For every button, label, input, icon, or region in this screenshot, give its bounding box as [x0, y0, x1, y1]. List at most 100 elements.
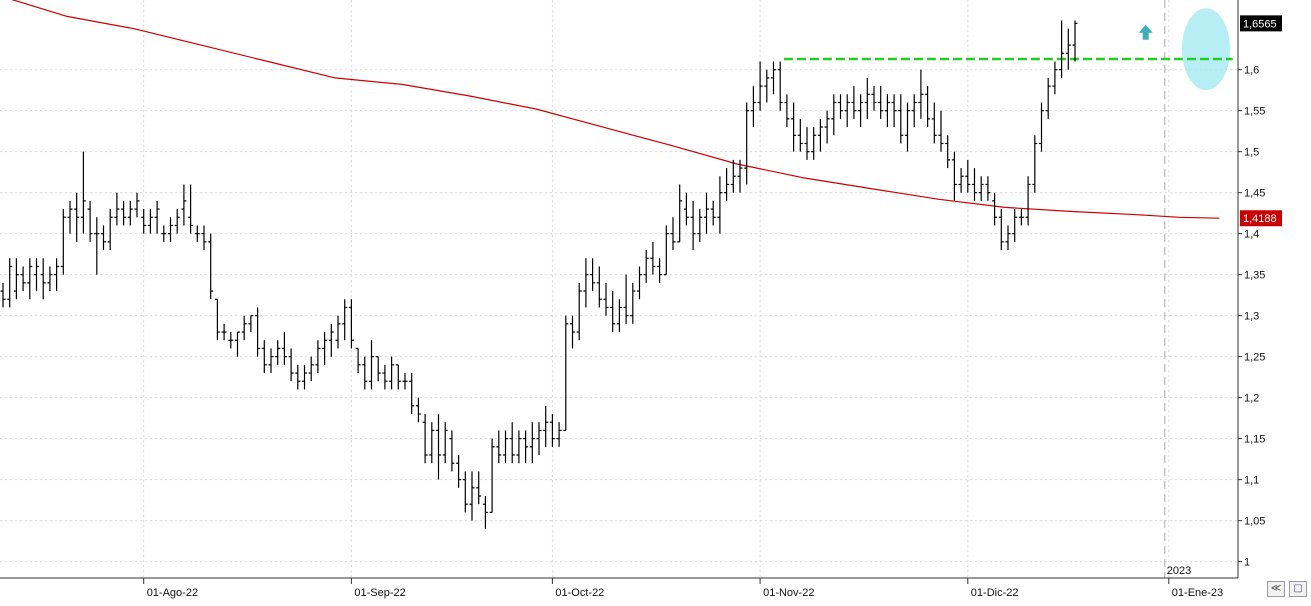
ohlc-bar: [60, 209, 66, 275]
ohlc-bar: [804, 127, 810, 160]
y-tick-label: 1,5: [1244, 147, 1259, 159]
ohlc-bar: [744, 102, 750, 185]
ohlc-bar: [750, 86, 756, 128]
ohlc-bar: [1025, 176, 1031, 226]
ohlc-bar: [992, 192, 998, 226]
ohlc-bar: [590, 258, 596, 292]
ohlc-bar: [168, 217, 173, 242]
ohlc-bar: [724, 168, 730, 201]
ohlc-bar: [362, 356, 368, 390]
ohlc-bar: [878, 86, 884, 119]
floppy-disk-icon: ▢: [1293, 583, 1303, 594]
save-button[interactable]: ▢: [1289, 581, 1307, 597]
ohlc-bar: [67, 200, 73, 234]
ohlc-bar: [1005, 225, 1011, 251]
ohlc-bar: [844, 94, 850, 128]
ohlc-bar: [281, 332, 287, 365]
ohlc-bar: [255, 307, 261, 357]
ohlc-bar: [322, 332, 328, 365]
ohlc-bar: [174, 209, 180, 234]
ohlc-bar: [181, 184, 187, 226]
ohlc-bar: [858, 94, 864, 128]
ohlc-bar: [951, 151, 957, 201]
y-tick-label: 1,2: [1244, 393, 1259, 405]
ohlc-bar: [147, 209, 153, 234]
ohlc-bar: [563, 315, 569, 432]
ohlc-bar: [489, 438, 495, 514]
ohlc-bar: [355, 347, 361, 374]
ohlc-bar: [302, 364, 307, 390]
ohlc-bar: [134, 192, 140, 218]
ohlc-bar: [972, 168, 977, 201]
y-tick-label: 1,35: [1244, 270, 1265, 282]
ohlc-bar: [409, 373, 415, 415]
ohlc-bar: [771, 61, 776, 95]
ohlc-bar: [817, 118, 823, 152]
ohlc-bar: [47, 266, 53, 292]
ohlc-bar: [208, 233, 214, 300]
ohlc-bar: [462, 471, 468, 513]
ohlc-bar: [730, 159, 736, 193]
ohlc-bar: [436, 414, 441, 480]
ohlc-bar: [482, 496, 488, 529]
ohlc-bar: [442, 422, 448, 464]
ohlc-bar: [811, 127, 817, 160]
x-tick-label: 01-Sep-22: [354, 587, 405, 599]
ohlc-bar: [1059, 20, 1065, 78]
ohlc-bar: [188, 184, 194, 234]
ohlc-bar: [121, 200, 127, 226]
plot-area: [0, 0, 1238, 578]
ohlc-bar: [315, 340, 321, 374]
ohlc-bar: [764, 69, 770, 103]
ohlc-bar: [235, 331, 240, 357]
ohlc-bar: [87, 200, 93, 242]
y-tick-label: 1,6: [1244, 65, 1259, 77]
ohlc-bar: [241, 315, 247, 341]
ohlc-bar: [221, 323, 227, 341]
ohlc-bar: [194, 225, 200, 242]
y-tick-label: 1,25: [1244, 352, 1265, 364]
ohlc-bar: [657, 258, 663, 283]
x-tick-label: 01-Dic-22: [971, 587, 1019, 599]
zoom-button[interactable]: ≪: [1267, 581, 1285, 597]
ohlc-bar: [717, 176, 723, 234]
ohlc-bar: [791, 102, 797, 152]
y-tick-label: 1: [1244, 557, 1250, 569]
y-tick-label: 1,3: [1244, 311, 1259, 323]
ohlc-bar: [596, 266, 602, 308]
ohlc-bar: [864, 77, 870, 119]
ohlc-bar: [663, 225, 669, 276]
ohlc-bar: [583, 258, 589, 308]
ohlc-bar: [911, 94, 917, 128]
ohlc-bar: [918, 69, 924, 119]
ohlc-bar: [214, 298, 220, 341]
ohlc-bar: [261, 340, 267, 374]
ma-value-label: 1,4188: [1243, 213, 1277, 225]
ohlc-bar: [549, 414, 555, 447]
ohlc-bar: [958, 168, 964, 193]
ohlc-bar: [677, 184, 683, 243]
ohlc-bar: [905, 102, 910, 152]
ohlc-bar: [1072, 20, 1078, 62]
x-tick-label: 01-Nov-22: [763, 587, 814, 599]
ohlc-bar: [556, 422, 562, 447]
ohlc-bar: [683, 192, 689, 226]
ohlc-bar: [201, 225, 207, 251]
y-tick-label: 1,1: [1244, 475, 1259, 487]
ohlc-bar: [938, 110, 944, 152]
ohlc-bar: [543, 405, 549, 447]
ohlc-bar: [603, 282, 609, 316]
ohlc-bar: [998, 209, 1004, 251]
x-tick-label: 01-Ene-23: [1172, 587, 1223, 599]
ohlc-bar: [496, 430, 502, 464]
ohlc-bar: [710, 200, 716, 226]
ohlc-bar: [161, 225, 167, 242]
ohlc-bar: [1032, 135, 1038, 193]
ohlc-bar: [1052, 61, 1058, 95]
ohlc-bar: [784, 94, 790, 128]
ohlc-bar: [94, 217, 100, 275]
ohlc-bar: [7, 258, 13, 308]
ohlc-bar: [415, 397, 421, 423]
ohlc-bar: [737, 159, 743, 193]
